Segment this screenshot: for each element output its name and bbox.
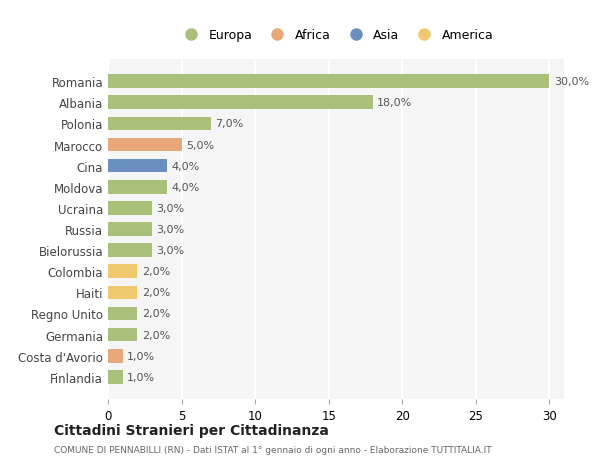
Bar [108,265,137,279]
Bar [108,328,137,342]
Text: 30,0%: 30,0% [554,77,589,87]
Text: 3,0%: 3,0% [157,246,185,256]
Bar [108,180,167,194]
Text: 7,0%: 7,0% [215,119,244,129]
Text: 2,0%: 2,0% [142,267,170,277]
Text: 18,0%: 18,0% [377,98,412,108]
Text: 4,0%: 4,0% [171,182,200,192]
Text: 3,0%: 3,0% [157,224,185,235]
Bar [108,75,549,89]
Text: 5,0%: 5,0% [186,140,214,150]
Bar [108,286,137,300]
Text: 1,0%: 1,0% [127,372,155,382]
Bar [108,223,152,236]
Bar [108,138,182,152]
Text: 4,0%: 4,0% [171,161,200,171]
Bar [108,159,167,173]
Bar [108,117,211,131]
Bar [108,349,123,363]
Bar [108,244,152,257]
Text: 2,0%: 2,0% [142,309,170,319]
Bar [108,202,152,215]
Bar [108,96,373,110]
Text: 1,0%: 1,0% [127,351,155,361]
Text: 3,0%: 3,0% [157,203,185,213]
Text: Cittadini Stranieri per Cittadinanza: Cittadini Stranieri per Cittadinanza [54,423,329,437]
Text: 2,0%: 2,0% [142,288,170,298]
Text: COMUNE DI PENNABILLI (RN) - Dati ISTAT al 1° gennaio di ogni anno - Elaborazione: COMUNE DI PENNABILLI (RN) - Dati ISTAT a… [54,445,491,454]
Legend: Europa, Africa, Asia, America: Europa, Africa, Asia, America [175,25,497,45]
Bar [108,307,137,321]
Bar [108,370,123,384]
Text: 2,0%: 2,0% [142,330,170,340]
